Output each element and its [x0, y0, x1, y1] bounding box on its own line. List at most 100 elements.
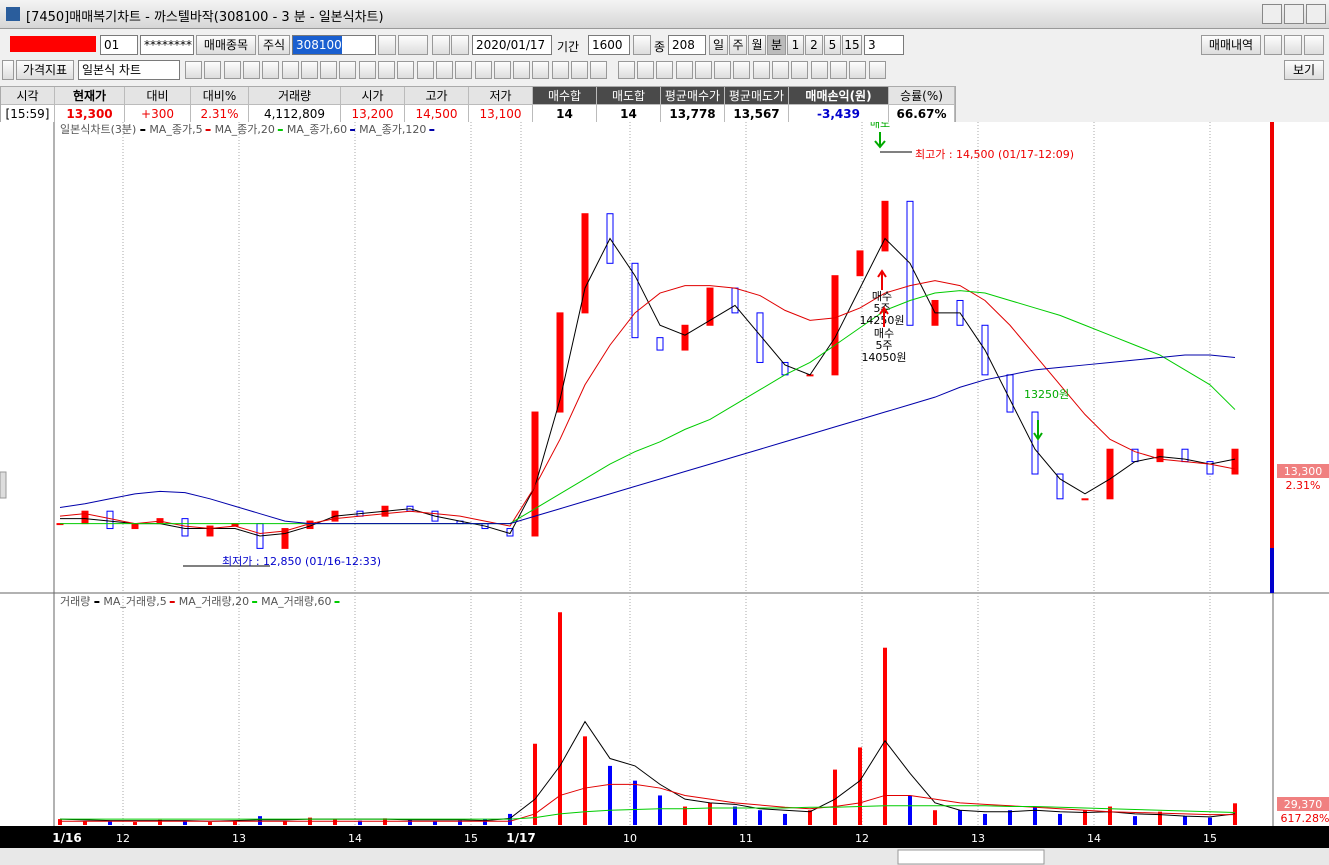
volume-bar: [758, 810, 762, 825]
tool-icon[interactable]: [493, 61, 511, 79]
tool-icon[interactable]: [320, 61, 338, 79]
period-button[interactable]: [633, 35, 651, 55]
tool-icon[interactable]: [223, 61, 241, 79]
tool-icon[interactable]: [242, 61, 260, 79]
tool-icon[interactable]: [281, 61, 299, 79]
unit-field[interactable]: 3: [864, 35, 904, 55]
volume-bar: [358, 820, 362, 825]
stock-code[interactable]: 308100: [292, 35, 376, 55]
view-button[interactable]: 보기: [1284, 60, 1324, 80]
tool-icon[interactable]: [694, 61, 712, 79]
tool-icon[interactable]: [532, 61, 550, 79]
volume-bar: [408, 819, 412, 825]
save-button[interactable]: [1284, 35, 1302, 55]
legend-swatch: [350, 129, 356, 131]
volume-bar: [883, 647, 887, 825]
unit-button[interactable]: 1: [787, 35, 804, 55]
tool-icon[interactable]: [571, 61, 588, 79]
settings-button[interactable]: [1304, 35, 1324, 55]
tool-icon[interactable]: [752, 61, 770, 79]
legend-entry: MA_거래량,20: [179, 595, 249, 608]
tool-icon[interactable]: [474, 61, 492, 79]
table-value: 13,100: [469, 104, 533, 122]
sort-button[interactable]: [398, 35, 428, 55]
buy-label: 14050원: [861, 351, 906, 364]
market-button[interactable]: 주식: [258, 35, 290, 55]
open-button[interactable]: [1264, 35, 1282, 55]
next-button[interactable]: [432, 35, 450, 55]
minimize[interactable]: [1262, 4, 1282, 24]
candle: [831, 275, 839, 376]
tool-icon[interactable]: [435, 61, 453, 79]
count-field[interactable]: 208: [668, 35, 706, 55]
table-header: 고가: [405, 87, 469, 105]
tool-icon[interactable]: [791, 61, 809, 79]
tool-icon[interactable]: [636, 61, 654, 79]
ma-line: [60, 805, 1236, 820]
tool-icon[interactable]: [300, 61, 318, 79]
arrow-button[interactable]: [2, 60, 14, 80]
code-field[interactable]: 01: [100, 35, 138, 55]
chart-type-select[interactable]: 일본식 차트: [78, 60, 180, 80]
unit-button[interactable]: 분: [767, 35, 786, 55]
tool-icon[interactable]: [849, 61, 867, 79]
side-toggle[interactable]: [0, 471, 7, 499]
password-field[interactable]: ********: [140, 35, 194, 55]
tool-icon[interactable]: [868, 61, 886, 79]
volume-bar: [1058, 813, 1062, 825]
unit-button[interactable]: 2: [805, 35, 823, 55]
table-value: 13,778: [661, 104, 725, 122]
tool-icon[interactable]: [455, 61, 473, 79]
close[interactable]: [1306, 4, 1326, 24]
maximize[interactable]: [1284, 4, 1304, 24]
tool-icon[interactable]: [378, 61, 395, 79]
period-field[interactable]: 1600: [588, 35, 630, 55]
tool-icon[interactable]: [358, 61, 376, 79]
legend-swatch: [94, 601, 100, 603]
tool-icon[interactable]: [772, 61, 789, 79]
trade-history-button[interactable]: 매매내역: [1201, 35, 1261, 55]
candle: [856, 250, 864, 277]
tool-icon[interactable]: [829, 61, 847, 79]
tool-icon[interactable]: [675, 61, 693, 79]
legend-entry: MA_종가,60: [287, 123, 347, 136]
tool-icon[interactable]: [262, 61, 280, 79]
tool-icon[interactable]: [590, 61, 608, 79]
unit-button[interactable]: 15: [842, 35, 862, 55]
candle: [681, 324, 689, 351]
tool-icon[interactable]: [513, 61, 531, 79]
tool-icon[interactable]: [416, 61, 434, 79]
unit-button[interactable]: 5: [824, 35, 841, 55]
tool-icon[interactable]: [714, 61, 732, 79]
tool-icon[interactable]: [339, 61, 357, 79]
prev-button[interactable]: [451, 35, 469, 55]
tool-icon[interactable]: [551, 61, 569, 79]
volume-bar: [533, 743, 537, 825]
date-field[interactable]: 2020/01/17: [472, 35, 552, 55]
tool-icon[interactable]: [397, 61, 415, 79]
sell-marker: 매도: [870, 122, 890, 130]
volume-bar: [433, 821, 437, 825]
volume-ratio: 617.28%: [1281, 812, 1329, 825]
unit-button[interactable]: 일: [709, 35, 728, 55]
window-title: [7450]매매복기차트 - 까스텔바작(308100 - 3 분 - 일본식차…: [26, 10, 384, 25]
tool-icon[interactable]: [733, 61, 751, 79]
tool-icon[interactable]: [617, 61, 635, 79]
volume-bar: [1008, 810, 1012, 825]
indicator-button[interactable]: 가격지표: [16, 60, 74, 80]
trade-items-button[interactable]: 매매종목: [196, 35, 256, 55]
candle: [131, 523, 139, 530]
tool-icon[interactable]: [204, 61, 222, 79]
table-header: 현재가: [55, 87, 125, 105]
volume-bar: [983, 813, 987, 825]
x-tick-label: 12: [116, 832, 130, 845]
tool-icon[interactable]: [656, 61, 674, 79]
unit-button[interactable]: 월: [748, 35, 766, 55]
tool-icon[interactable]: [810, 61, 828, 79]
search-button[interactable]: [378, 35, 396, 55]
table-value: 13,300: [55, 104, 125, 122]
volume-bar: [1108, 806, 1112, 825]
tool-icon[interactable]: [185, 61, 202, 79]
scroll-box[interactable]: [897, 849, 1045, 865]
unit-button[interactable]: 주: [729, 35, 747, 55]
